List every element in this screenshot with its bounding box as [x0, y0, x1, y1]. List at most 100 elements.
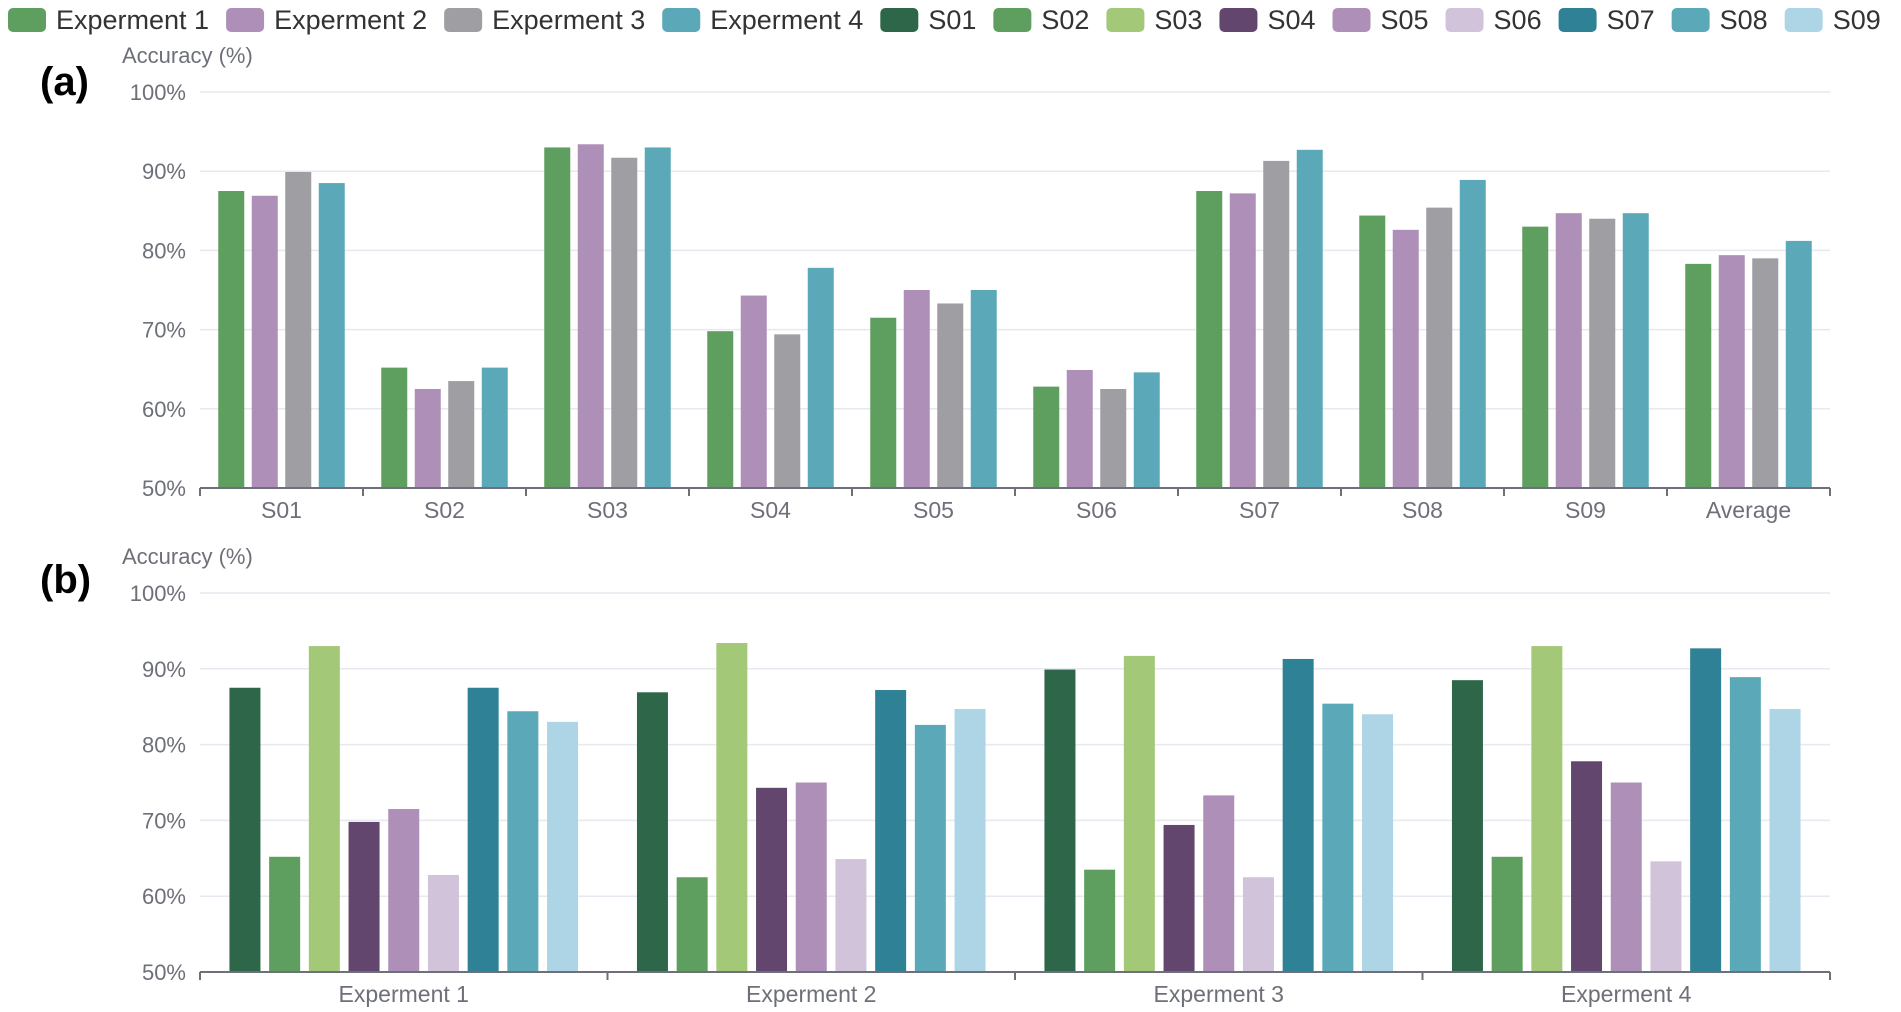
bar-experment-1-s01[interactable]	[218, 191, 245, 488]
bar-experment-3-s01[interactable]	[285, 171, 312, 488]
bar-experment-4-s01[interactable]	[318, 183, 345, 488]
bar-s06-experment-2[interactable]	[835, 859, 867, 972]
legend-item-s08[interactable]: S08	[1671, 5, 1768, 35]
bar-s06-experment-3[interactable]	[1242, 877, 1274, 972]
bar-s02-experment-4[interactable]	[1491, 856, 1523, 972]
bar-experment-2-s06[interactable]	[1066, 369, 1093, 488]
bar-experment-1-s07[interactable]	[1196, 191, 1223, 488]
bar-experment-4-s02[interactable]	[481, 367, 508, 488]
bar-s03-experment-4[interactable]	[1531, 646, 1563, 972]
legend-swatch-experment-4	[662, 8, 701, 32]
bar-experment-2-s09[interactable]	[1555, 213, 1582, 488]
bar-experment-1-s08[interactable]	[1359, 215, 1386, 488]
bar-experment-4-s05[interactable]	[970, 290, 997, 488]
bar-s09-experment-3[interactable]	[1362, 714, 1394, 972]
legend-swatch-experment-3	[444, 8, 483, 32]
legend-label: S07	[1607, 5, 1655, 35]
bar-experment-2-average[interactable]	[1718, 255, 1745, 488]
bar-s07-experment-3[interactable]	[1282, 658, 1314, 972]
legend-item-s03[interactable]: S03	[1106, 5, 1202, 35]
bar-s01-experment-3[interactable]	[1044, 669, 1076, 972]
legend-item-experment-2[interactable]: Experment 2	[226, 5, 427, 35]
legend-item-s04[interactable]: S04	[1219, 5, 1316, 35]
bar-experment-3-s05[interactable]	[937, 303, 964, 488]
bar-experment-2-s02[interactable]	[414, 389, 441, 488]
bar-experment-2-s05[interactable]	[903, 290, 930, 488]
bar-s04-experment-4[interactable]	[1571, 761, 1603, 972]
bar-experment-2-s01[interactable]	[251, 195, 278, 488]
bar-s01-experment-2[interactable]	[636, 692, 668, 972]
bar-experment-3-s06[interactable]	[1100, 389, 1127, 488]
y-tick-label: 100%	[130, 80, 186, 105]
legend-item-s02[interactable]: S02	[993, 5, 1089, 35]
y-tick-label: 60%	[142, 884, 186, 909]
bar-s02-experment-3[interactable]	[1084, 869, 1116, 972]
bar-s07-experment-4[interactable]	[1690, 648, 1722, 972]
legend-item-experment-4[interactable]: Experment 4	[662, 5, 863, 35]
legend: Experment 1 Experment 2 Experment 3 Experme…	[8, 5, 1881, 35]
legend-item-s05[interactable]: S05	[1332, 5, 1429, 35]
bar-experment-2-s04[interactable]	[740, 295, 767, 488]
bar-experment-3-s08[interactable]	[1426, 207, 1453, 488]
bar-s08-experment-3[interactable]	[1322, 703, 1354, 972]
bar-s04-experment-3[interactable]	[1163, 824, 1195, 972]
bar-s09-experment-4[interactable]	[1769, 708, 1801, 972]
bar-s01-experment-1[interactable]	[229, 687, 261, 972]
bar-s07-experment-2[interactable]	[875, 690, 907, 972]
bar-s04-experment-2[interactable]	[756, 787, 788, 972]
bar-experment-4-average[interactable]	[1785, 240, 1812, 488]
legend-item-s09[interactable]: S09	[1784, 5, 1881, 35]
x-tick-label: Experment 2	[746, 981, 876, 1007]
bar-experment-3-average[interactable]	[1752, 258, 1779, 488]
bar-s08-experment-1[interactable]	[507, 711, 539, 972]
bar-s06-experment-4[interactable]	[1650, 861, 1682, 972]
bar-experment-1-average[interactable]	[1685, 263, 1712, 488]
bar-experment-2-s07[interactable]	[1229, 193, 1256, 488]
bar-s03-experment-2[interactable]	[716, 643, 748, 972]
bar-s09-experment-2[interactable]	[954, 708, 986, 972]
bar-experment-1-s03[interactable]	[544, 147, 571, 488]
bar-experment-3-s02[interactable]	[448, 381, 475, 488]
bar-s02-experment-2[interactable]	[676, 877, 708, 972]
bar-s09-experment-1[interactable]	[547, 721, 579, 972]
bar-experment-2-s08[interactable]	[1392, 229, 1419, 489]
legend-item-s07[interactable]: S07	[1558, 5, 1655, 35]
legend-label: S03	[1154, 5, 1202, 35]
y-tick-label: 50%	[142, 476, 186, 501]
bar-s06-experment-1[interactable]	[427, 874, 459, 972]
legend-item-experment-3[interactable]: Experment 3	[444, 5, 645, 35]
bar-s03-experment-1[interactable]	[308, 646, 340, 972]
bar-s07-experment-1[interactable]	[467, 687, 499, 972]
bar-s02-experment-1[interactable]	[269, 856, 301, 972]
bar-s05-experment-1[interactable]	[388, 809, 420, 972]
y-tick-label: 90%	[142, 159, 186, 184]
bar-experment-4-s04[interactable]	[807, 267, 834, 488]
bar-experment-3-s03[interactable]	[611, 157, 638, 488]
bar-s03-experment-3[interactable]	[1123, 655, 1155, 972]
legend-item-s01[interactable]: S01	[880, 5, 976, 35]
bar-experment-3-s09[interactable]	[1589, 218, 1616, 488]
bar-experment-4-s08[interactable]	[1459, 179, 1486, 489]
bar-experment-1-s06[interactable]	[1033, 386, 1060, 488]
bar-experment-2-s03[interactable]	[577, 144, 604, 488]
legend-item-experment-1[interactable]: Experment 1	[8, 5, 209, 35]
bar-s01-experment-4[interactable]	[1451, 680, 1483, 972]
bar-experment-4-s09[interactable]	[1622, 213, 1649, 488]
bar-s05-experment-4[interactable]	[1610, 782, 1642, 973]
bar-experment-4-s03[interactable]	[644, 147, 671, 488]
bar-experment-3-s04[interactable]	[774, 334, 801, 488]
bar-experment-1-s05[interactable]	[870, 317, 897, 488]
bar-experment-4-s07[interactable]	[1296, 149, 1323, 489]
bar-experment-1-s04[interactable]	[707, 331, 734, 488]
legend-item-s06[interactable]: S06	[1445, 5, 1542, 35]
legend-label: S04	[1267, 5, 1315, 35]
bar-s08-experment-4[interactable]	[1729, 677, 1761, 972]
bar-s05-experment-3[interactable]	[1203, 795, 1235, 972]
bar-experment-3-s07[interactable]	[1263, 160, 1290, 489]
bar-s04-experment-1[interactable]	[348, 821, 380, 972]
bar-experment-1-s09[interactable]	[1522, 226, 1549, 488]
bar-s08-experment-2[interactable]	[914, 724, 946, 972]
bar-experment-1-s02[interactable]	[381, 367, 408, 488]
bar-s05-experment-2[interactable]	[795, 782, 827, 973]
bar-experment-4-s06[interactable]	[1133, 372, 1160, 488]
